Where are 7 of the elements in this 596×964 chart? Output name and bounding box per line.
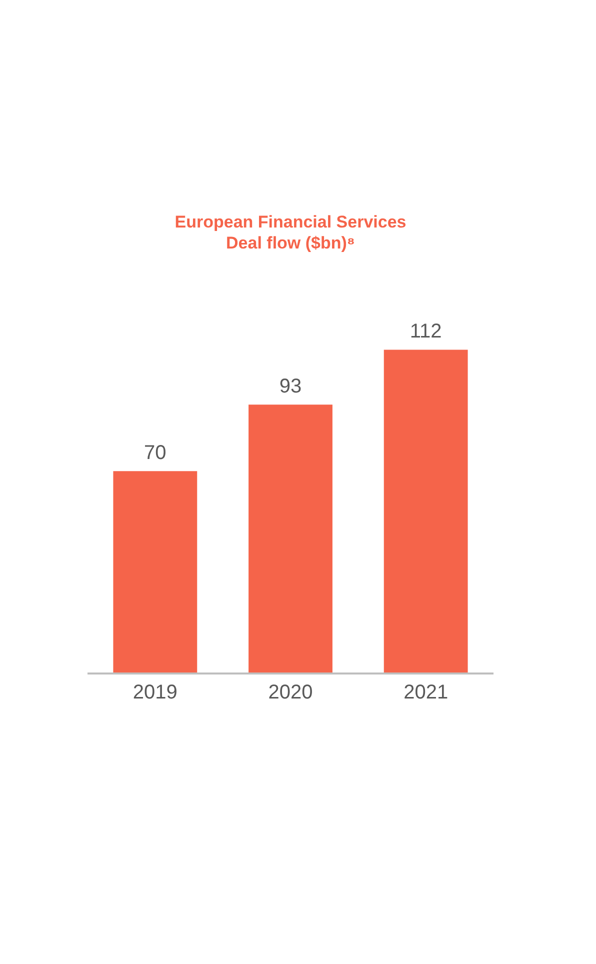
data-label: 112: [410, 320, 442, 343]
x-tick-label: 2021: [404, 682, 448, 704]
data-label: 70: [144, 442, 166, 464]
chart-title: European Financial Services Deal flow ($bn)⁸: [174, 212, 406, 252]
x-tick-label: 2019: [132, 682, 178, 704]
x-tick-label: 2020: [268, 682, 313, 704]
data-label: 93: [279, 376, 302, 398]
